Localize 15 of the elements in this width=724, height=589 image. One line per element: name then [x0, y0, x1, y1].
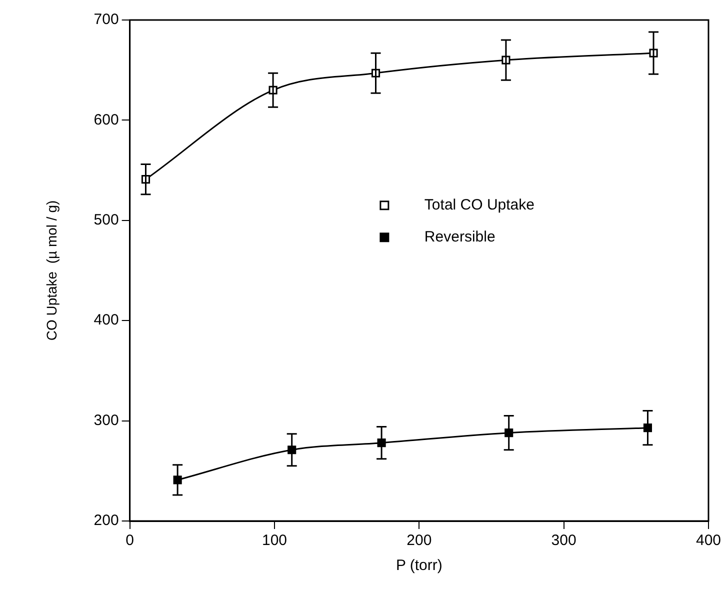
y-tick-label: 300	[94, 412, 119, 429]
y-tick-label: 700	[94, 11, 119, 28]
y-tick-label: 500	[94, 212, 119, 229]
x-tick-label: 200	[406, 532, 432, 550]
y-axis-title: CO Uptake (µ mol / g)	[43, 200, 60, 341]
legend-label: Reversible	[424, 228, 496, 246]
legend-label: Total CO Uptake	[424, 196, 534, 214]
y-tick-label: 200	[94, 512, 119, 530]
x-tick-label: 0	[126, 532, 134, 550]
x-tick-label: 100	[262, 532, 288, 550]
x-tick-label: 300	[551, 532, 576, 550]
y-tick-label: 400	[94, 312, 119, 329]
x-tick-label: 400	[696, 532, 721, 550]
y-tick-label: 600	[94, 111, 119, 128]
x-axis-title: P (torr)	[396, 557, 442, 574]
